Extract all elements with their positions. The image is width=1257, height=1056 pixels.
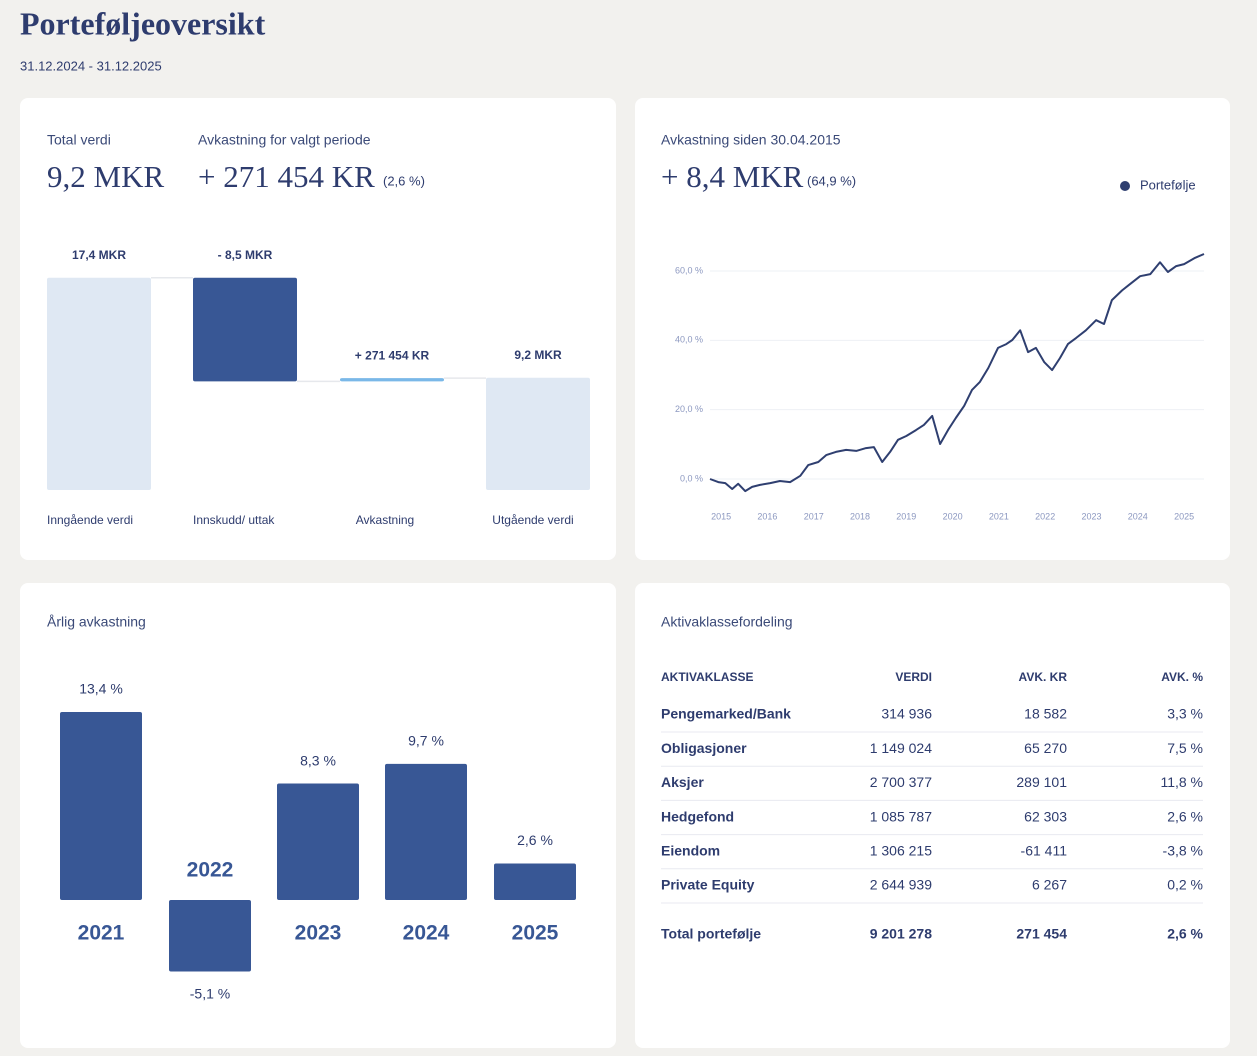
cell: 7,5 %: [1167, 740, 1203, 756]
performance-pct: (64,9 %): [807, 173, 856, 188]
value-label: 9,2 MKR: [514, 348, 562, 362]
row-label: Pengemarked/Bank: [661, 706, 791, 722]
category-label: Innskudd/ uttak: [193, 513, 275, 527]
bar: [385, 763, 467, 900]
line-series: [709, 253, 1205, 493]
cell: 1 085 787: [870, 808, 932, 824]
cell: 3,3 %: [1167, 706, 1203, 722]
row-label: Hedgefond: [661, 808, 734, 824]
x-tick-label: 2020: [943, 511, 963, 521]
cell: 18 582: [1024, 706, 1067, 722]
value-label: 17,4 MKR: [72, 248, 126, 262]
y-tick-label: 40,0 %: [675, 335, 703, 345]
row-label: Eiendom: [661, 843, 720, 859]
cell: 62 303: [1024, 808, 1067, 824]
category-label: 2021: [78, 922, 125, 945]
cell: 2 644 939: [870, 877, 932, 893]
annual-title: Årlig avkastning: [47, 614, 146, 630]
cell: -3,8 %: [1163, 843, 1203, 859]
bar: [193, 277, 297, 382]
value-label: -5,1 %: [190, 985, 230, 1001]
category-label: Inngående verdi: [47, 513, 133, 527]
bar: [169, 900, 251, 972]
row-label: Private Equity: [661, 877, 755, 893]
column-header: AVK. KR: [1019, 670, 1068, 684]
x-tick-label: 2023: [1081, 511, 1101, 521]
total-cell: 2,6 %: [1167, 926, 1203, 942]
x-tick-label: 2021: [989, 511, 1009, 521]
row-label: Obligasjoner: [661, 740, 747, 756]
x-tick-label: 2018: [850, 511, 870, 521]
cell: -61 411: [1021, 843, 1068, 859]
category-label: Utgående verdi: [492, 513, 573, 527]
legend-marker: [1120, 181, 1130, 191]
column-header: VERDI: [895, 670, 932, 684]
return-pct: (2,6 %): [383, 173, 425, 188]
category-label: Avkastning: [356, 513, 414, 527]
cell: 6 267: [1032, 877, 1067, 893]
return-label: Avkastning for valgt periode: [198, 132, 371, 148]
cell: 65 270: [1024, 740, 1067, 756]
bar: [60, 711, 142, 900]
value-label: 2,6 %: [517, 832, 553, 848]
allocation-title: Aktivaklassefordeling: [661, 614, 793, 630]
y-tick-label: 0,0 %: [680, 473, 703, 483]
x-tick-label: 2017: [804, 511, 824, 521]
y-tick-label: 60,0 %: [675, 265, 703, 275]
total-cell: 9 201 278: [870, 926, 932, 942]
x-tick-label: 2024: [1128, 511, 1148, 521]
value-label: 8,3 %: [300, 752, 336, 768]
cell: 1 306 215: [870, 843, 932, 859]
row-label: Aksjer: [661, 774, 704, 790]
x-tick-label: 2015: [711, 511, 731, 521]
column-header: AVK. %: [1161, 670, 1203, 684]
bar: [494, 863, 576, 900]
card: [635, 98, 1230, 560]
category-label: 2024: [403, 922, 450, 945]
total-cell: Total portefølje: [661, 926, 761, 942]
category-label: 2023: [295, 922, 342, 945]
y-tick-label: 20,0 %: [675, 404, 703, 414]
x-tick-label: 2025: [1174, 511, 1194, 521]
category-label: 2022: [187, 859, 234, 882]
bar: [486, 377, 590, 490]
cell: 11,8 %: [1160, 774, 1203, 790]
cell: 0,2 %: [1167, 877, 1203, 893]
value-label: - 8,5 MKR: [218, 248, 273, 262]
legend-label: Portefølje: [1140, 177, 1196, 192]
cell: 289 101: [1016, 774, 1067, 790]
column-header: AKTIVAKLASSE: [661, 670, 753, 684]
value-label: 9,7 %: [408, 733, 444, 749]
x-tick-label: 2016: [757, 511, 777, 521]
performance-title: Avkastning siden 30.04.2015: [661, 132, 841, 148]
cell: 1 149 024: [870, 740, 932, 756]
period: 31.12.2024 - 31.12.2025: [20, 58, 162, 73]
page-title: Porteføljeoversikt: [20, 5, 266, 41]
value-label: + 271 454 KR: [355, 348, 430, 362]
bar: [340, 378, 444, 382]
bar: [277, 783, 359, 900]
performance-value: + 8,4 MKR: [661, 159, 804, 194]
return-value: + 271 454 KR: [198, 159, 375, 194]
bar: [47, 277, 151, 490]
category-label: 2025: [512, 922, 559, 945]
x-tick-label: 2022: [1035, 511, 1055, 521]
total-value: 9,2 MKR: [47, 159, 164, 194]
card: [20, 98, 616, 560]
cell: 2 700 377: [870, 774, 932, 790]
cell: 2,6 %: [1167, 808, 1203, 824]
card: [635, 583, 1230, 1048]
cell: 314 936: [881, 706, 932, 722]
total-cell: 271 454: [1016, 926, 1067, 942]
total-label: Total verdi: [47, 132, 111, 148]
x-tick-label: 2019: [896, 511, 916, 521]
value-label: 13,4 %: [79, 681, 123, 697]
